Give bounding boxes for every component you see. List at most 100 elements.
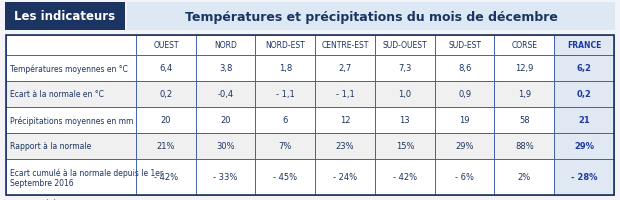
Bar [255, 159, 315, 195]
Text: 1,9: 1,9 [518, 90, 531, 99]
Text: 20: 20 [161, 116, 171, 125]
Text: 30%: 30% [216, 142, 235, 151]
Bar [375, 133, 435, 159]
Bar [315, 56, 375, 82]
Bar [6, 133, 136, 159]
Text: 15%: 15% [396, 142, 414, 151]
Bar [315, 82, 375, 107]
Text: 6,2: 6,2 [577, 64, 591, 73]
Text: 0,2: 0,2 [577, 90, 591, 99]
Bar [196, 133, 255, 159]
Text: SUD-OUEST: SUD-OUEST [383, 41, 427, 50]
Bar [5, 3, 125, 31]
Bar [136, 159, 196, 195]
Bar [495, 133, 554, 159]
Text: 1,0: 1,0 [398, 90, 412, 99]
Text: 88%: 88% [515, 142, 534, 151]
Bar [495, 56, 554, 82]
Bar [435, 36, 495, 56]
Text: 1,8: 1,8 [279, 64, 292, 73]
Text: - 33%: - 33% [213, 173, 238, 182]
Bar [554, 56, 614, 82]
Bar [375, 82, 435, 107]
Text: - 42%: - 42% [393, 173, 417, 182]
Text: Ecart à la normale en °C: Ecart à la normale en °C [10, 90, 104, 99]
Bar [255, 82, 315, 107]
Bar [255, 56, 315, 82]
Text: 20: 20 [220, 116, 231, 125]
Bar [435, 159, 495, 195]
Text: - 1,1: - 1,1 [276, 90, 294, 99]
Bar [136, 82, 196, 107]
Text: NORD: NORD [214, 41, 237, 50]
Text: CORSE: CORSE [512, 41, 538, 50]
Text: Températures et précipitations du mois de décembre: Températures et précipitations du mois d… [185, 10, 557, 23]
Bar [554, 159, 614, 195]
Text: 21: 21 [578, 116, 590, 125]
Bar [6, 36, 136, 56]
Text: 21%: 21% [157, 142, 175, 151]
Text: 6: 6 [283, 116, 288, 125]
Bar [495, 159, 554, 195]
Bar [255, 107, 315, 133]
Bar [554, 36, 614, 56]
Text: 8,6: 8,6 [458, 64, 471, 73]
Bar [6, 36, 614, 195]
Bar [196, 56, 255, 82]
Text: Ecart cumulé à la normale depuis le 1er
Septembre 2016: Ecart cumulé à la normale depuis le 1er … [10, 167, 163, 187]
Bar [495, 82, 554, 107]
Text: 7,3: 7,3 [398, 64, 412, 73]
Text: 12: 12 [340, 116, 350, 125]
Bar [6, 107, 136, 133]
Bar [136, 36, 196, 56]
Text: 2,7: 2,7 [339, 64, 352, 73]
Bar [196, 107, 255, 133]
Text: OUEST: OUEST [153, 41, 179, 50]
Text: 0,2: 0,2 [159, 90, 172, 99]
Bar [136, 107, 196, 133]
Text: 19: 19 [459, 116, 470, 125]
Text: 6,4: 6,4 [159, 64, 172, 73]
Bar [554, 133, 614, 159]
Text: 7%: 7% [278, 142, 292, 151]
Text: 13: 13 [399, 116, 410, 125]
Bar [435, 133, 495, 159]
Bar [435, 107, 495, 133]
Text: - 45%: - 45% [273, 173, 298, 182]
Bar [255, 36, 315, 56]
Text: Les indicateurs: Les indicateurs [14, 10, 115, 23]
Text: - 24%: - 24% [333, 173, 357, 182]
Bar [315, 107, 375, 133]
Text: SUD-EST: SUD-EST [448, 41, 481, 50]
Text: FRANCE: FRANCE [567, 41, 601, 50]
Text: 0,9: 0,9 [458, 90, 471, 99]
Bar [196, 82, 255, 107]
Bar [196, 36, 255, 56]
Text: - 1,1: - 1,1 [336, 90, 355, 99]
Text: 58: 58 [519, 116, 529, 125]
Text: 2%: 2% [518, 173, 531, 182]
Text: 29%: 29% [574, 142, 594, 151]
Bar [6, 159, 136, 195]
Text: Températures moyennes en °C: Températures moyennes en °C [10, 64, 128, 73]
Bar [495, 107, 554, 133]
Bar [136, 133, 196, 159]
Bar [435, 82, 495, 107]
Text: NORD-EST: NORD-EST [265, 41, 305, 50]
Text: - 28%: - 28% [571, 173, 598, 182]
Text: - 42%: - 42% [154, 173, 178, 182]
Bar [375, 107, 435, 133]
Text: Précipitations moyennes en mm: Précipitations moyennes en mm [10, 116, 133, 125]
Bar [6, 56, 136, 82]
Text: -0,4: -0,4 [218, 90, 234, 99]
Text: Source : Météo France: Source : Météo France [8, 199, 86, 200]
Bar [6, 82, 136, 107]
Bar [136, 56, 196, 82]
Bar [255, 133, 315, 159]
Bar [315, 159, 375, 195]
Bar [375, 36, 435, 56]
Bar [315, 36, 375, 56]
Bar [127, 3, 615, 31]
Text: CENTRE-EST: CENTRE-EST [321, 41, 369, 50]
Text: 23%: 23% [336, 142, 355, 151]
